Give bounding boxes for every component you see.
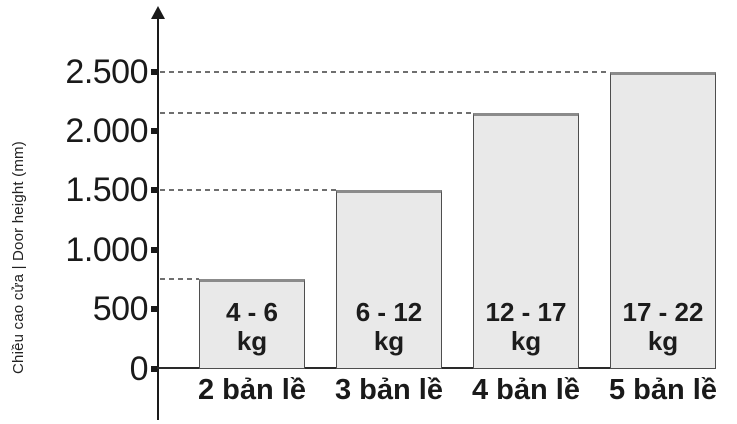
y-tick-label: 1.500 [65,171,148,210]
guide-line [160,278,199,281]
y-tick-label: 0 [129,349,149,388]
bar-weight-label: 12 - 17 kg [474,296,578,356]
weight-range-text: 6 - 12 [355,296,423,327]
weight-range-text: 12 - 17 [485,296,567,327]
weight-unit-text: kg [647,326,679,356]
y-tick-mark [151,68,157,75]
guide-line [160,70,610,73]
y-tick-label: 2.500 [65,52,148,91]
weight-unit-text: kg [510,325,542,356]
y-tick-mark [151,187,157,194]
bar: 12 - 17 kg [473,113,579,369]
y-axis-line [157,16,159,420]
x-category-label: 4 bản lề [472,374,580,406]
bar-weight-label: 4 - 6 kg [200,296,304,356]
y-tick-label: 1.000 [65,230,148,269]
bar: 6 - 12 kg [336,190,442,369]
guide-line [160,112,473,115]
weight-unit-text: kg [236,325,268,356]
y-tick-label: 2.000 [65,111,148,150]
bar-weight-label: 17 - 22 kg [611,298,715,356]
x-category-label: 5 bản lề [609,374,717,406]
x-category-label: 2 bản lề [198,374,306,406]
x-category-label: 3 bản lề [335,374,443,406]
bar: 4 - 6 kg [199,279,305,369]
weight-unit-text: kg [373,325,405,356]
y-tick-mark [151,306,157,313]
y-tick-mark [151,246,157,253]
weight-range-text: 17 - 22 [622,297,704,327]
y-tick-mark [151,365,157,372]
y-axis-arrow-up-icon [151,6,165,19]
weight-range-text: 4 - 6 [225,296,279,327]
bar-weight-label: 6 - 12 kg [337,296,441,356]
guide-line [160,189,336,192]
y-tick-label: 500 [92,290,149,329]
bar: 17 - 22 kg [610,71,716,369]
y-tick-mark [151,127,157,134]
